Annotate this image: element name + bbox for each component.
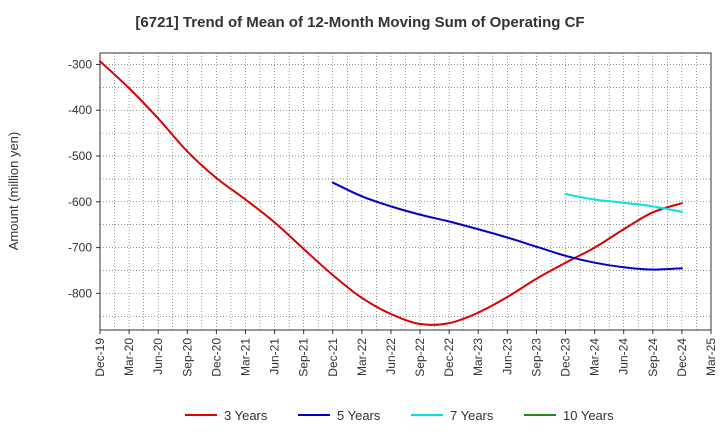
x-tick-label: Sep-22 xyxy=(413,338,427,377)
y-tick-label: -800 xyxy=(68,286,92,300)
y-tick-label: -500 xyxy=(68,149,92,163)
x-tick-label: Jun-21 xyxy=(268,338,282,375)
y-tick-label: -700 xyxy=(68,241,92,255)
x-tick-label: Jun-20 xyxy=(151,338,165,375)
x-tick-label: Jun-23 xyxy=(500,338,514,375)
x-tick-label: Mar-20 xyxy=(122,338,136,376)
legend-label: 10 Years xyxy=(563,408,614,423)
x-tick-label: Mar-21 xyxy=(238,338,252,376)
x-tick-label: Jun-24 xyxy=(617,338,631,375)
x-tick-label: Dec-23 xyxy=(559,338,573,377)
series-line-7-years xyxy=(564,193,683,213)
x-tick-label: Dec-24 xyxy=(675,338,689,377)
series-line-5-years xyxy=(331,181,683,271)
x-tick-label: Jun-22 xyxy=(384,338,398,375)
x-tick-label: Mar-23 xyxy=(471,338,485,376)
x-tick-label: Sep-20 xyxy=(180,338,194,377)
series-line-3-years xyxy=(99,60,683,326)
legend-label: 5 Years xyxy=(337,408,381,423)
x-tick-label: Dec-21 xyxy=(326,338,340,377)
y-tick-label: -400 xyxy=(68,103,92,117)
legend-label: 3 Years xyxy=(224,408,268,423)
y-axis-title: Amount (million yen) xyxy=(6,132,21,251)
x-tick-label: Mar-22 xyxy=(355,338,369,376)
series-lines xyxy=(99,60,683,326)
x-tick-label: Dec-22 xyxy=(442,338,456,377)
axes: -300 -400 -500 -600 -700 -800 Dec-19 Mar-20 Jun-… xyxy=(68,57,718,376)
x-tick-label: Dec-19 xyxy=(93,338,107,377)
chart-title: [6721] Trend of Mean of 12-Month Moving … xyxy=(135,14,585,31)
plot-frame xyxy=(99,52,712,331)
x-tick-label: Mar-25 xyxy=(704,338,718,376)
legend-label: 7 Years xyxy=(450,408,494,423)
legend: 3 Years 5 Years 7 Years 10 Years xyxy=(185,408,614,423)
x-tick-label: Dec-20 xyxy=(209,338,223,377)
x-tick-label: Sep-21 xyxy=(297,338,311,377)
x-tick-label: Mar-24 xyxy=(588,338,602,376)
x-tick-label: Sep-24 xyxy=(646,338,660,377)
grid-lines xyxy=(100,53,711,330)
y-tick-label: -600 xyxy=(68,195,92,209)
y-tick-label: -300 xyxy=(68,57,92,71)
x-tick-label: Sep-23 xyxy=(529,338,543,377)
